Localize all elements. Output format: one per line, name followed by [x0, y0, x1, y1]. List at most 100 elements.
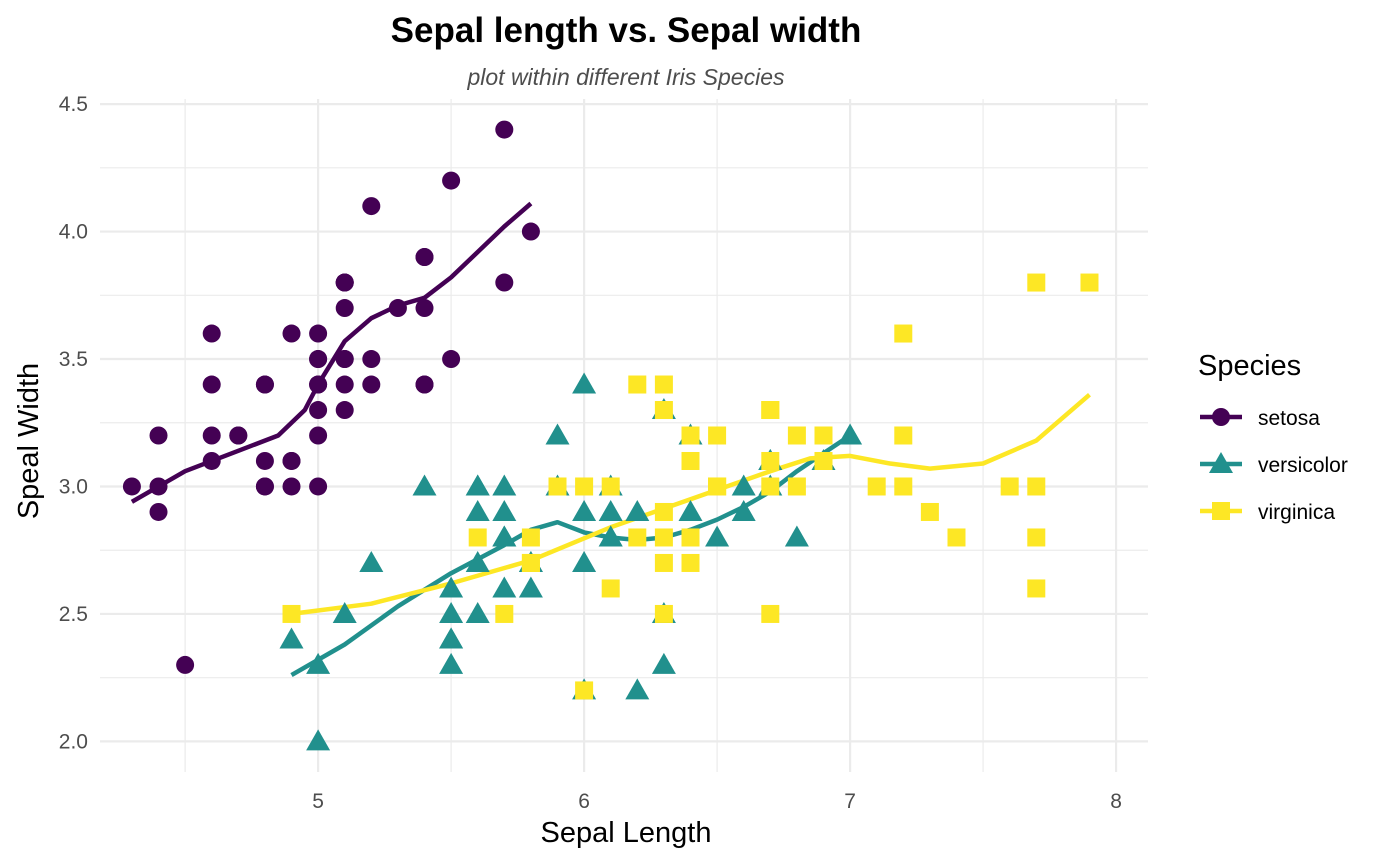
data-point-virginica [1080, 273, 1099, 292]
data-point-setosa [202, 375, 221, 394]
data-point-versicolor [492, 576, 517, 598]
x-tick-label: 8 [1110, 790, 1122, 813]
data-point-setosa [202, 324, 221, 343]
x-tick-label: 5 [312, 790, 324, 813]
data-point-virginica [468, 528, 487, 547]
data-point-setosa [149, 477, 168, 496]
data-point-setosa [122, 477, 141, 496]
data-point-virginica [708, 477, 727, 496]
data-point-virginica [654, 528, 673, 547]
data-point-setosa [255, 375, 274, 394]
data-point-virginica [681, 553, 700, 572]
data-point-setosa [149, 502, 168, 521]
data-point-setosa [362, 350, 381, 369]
data-point-virginica [521, 553, 540, 572]
data-point-virginica [548, 477, 567, 496]
axis-ticks: 5 6 7 8 2.0 2.5 3.0 3.5 4.0 4.5 [59, 93, 1122, 813]
data-point-setosa [309, 324, 328, 343]
data-point-virginica [787, 477, 806, 496]
data-point-virginica [708, 426, 727, 445]
data-point-versicolor [412, 474, 437, 496]
data-point-setosa [495, 273, 514, 292]
data-point-virginica [495, 604, 514, 623]
data-point-versicolor [439, 652, 464, 674]
data-point-virginica [761, 604, 780, 623]
data-point-versicolor [545, 423, 570, 445]
data-point-setosa [309, 375, 328, 394]
legend-title: Species [1198, 350, 1301, 382]
data-point-versicolor [279, 627, 304, 649]
data-point-setosa [309, 426, 328, 445]
data-point-virginica [1027, 528, 1046, 547]
data-point-setosa [442, 171, 461, 190]
data-point-virginica [681, 451, 700, 470]
data-point-virginica [920, 502, 939, 521]
data-point-virginica [787, 426, 806, 445]
data-point-setosa [309, 401, 328, 420]
data-point-setosa [415, 299, 434, 318]
legend-label-setosa: setosa [1258, 407, 1320, 430]
data-point-virginica [761, 401, 780, 420]
data-point-versicolor [306, 729, 331, 751]
legend-key-triangle-icon [1209, 452, 1233, 473]
data-point-setosa [202, 451, 221, 470]
data-point-versicolor [572, 550, 597, 572]
data-point-versicolor [465, 499, 490, 521]
y-tick-label: 4.5 [59, 93, 88, 116]
x-tick-label: 6 [578, 790, 590, 813]
y-tick-label: 3.0 [59, 475, 88, 498]
data-point-virginica [681, 528, 700, 547]
x-tick-label: 7 [844, 790, 856, 813]
data-point-setosa [309, 350, 328, 369]
y-tick-label: 4.0 [59, 221, 88, 244]
smooth-lines [130, 201, 1091, 678]
data-point-setosa [149, 426, 168, 445]
grid-lines [100, 99, 1148, 772]
data-point-virginica [282, 604, 301, 623]
data-point-versicolor [731, 499, 756, 521]
data-point-virginica [894, 324, 913, 343]
data-point-versicolor [439, 627, 464, 649]
legend: Species setosa versicolor virginica [1198, 350, 1348, 524]
chart-title: Sepal length vs. Sepal width [391, 11, 862, 50]
data-point-versicolor [492, 499, 517, 521]
data-point-versicolor [678, 499, 703, 521]
data-point-virginica [1000, 477, 1019, 496]
data-point-virginica [761, 451, 780, 470]
data-point-setosa [255, 451, 274, 470]
data-point-versicolor [518, 576, 543, 598]
data-point-versicolor [625, 678, 650, 700]
data-point-virginica [814, 426, 833, 445]
data-point-setosa [495, 120, 514, 139]
smooth-line-virginica [291, 392, 1091, 617]
data-point-setosa [335, 350, 354, 369]
data-point-versicolor [359, 550, 384, 572]
data-point-versicolor [465, 550, 490, 572]
data-point-setosa [176, 655, 195, 674]
data-point-virginica [654, 375, 673, 394]
data-point-setosa [388, 299, 407, 318]
data-point-virginica [628, 528, 647, 547]
data-point-setosa [335, 299, 354, 318]
data-point-setosa [335, 401, 354, 420]
y-tick-label: 3.5 [59, 348, 88, 371]
data-point-versicolor [651, 652, 676, 674]
data-point-setosa [202, 426, 221, 445]
data-point-versicolor [625, 499, 650, 521]
legend-key-square-icon [1212, 502, 1230, 520]
data-point-setosa [282, 324, 301, 343]
data-point-virginica [867, 477, 886, 496]
data-point-virginica [654, 401, 673, 420]
data-point-setosa [309, 477, 328, 496]
data-point-versicolor [465, 474, 490, 496]
data-point-versicolor [439, 601, 464, 623]
data-point-virginica [654, 502, 673, 521]
data-point-virginica [681, 426, 700, 445]
data-point-versicolor [731, 474, 756, 496]
y-tick-label: 2.0 [59, 730, 88, 753]
data-point-virginica [947, 528, 966, 547]
data-point-virginica [761, 477, 780, 496]
data-point-virginica [1027, 579, 1046, 598]
chart-subtitle: plot within different Iris Species [466, 64, 785, 90]
